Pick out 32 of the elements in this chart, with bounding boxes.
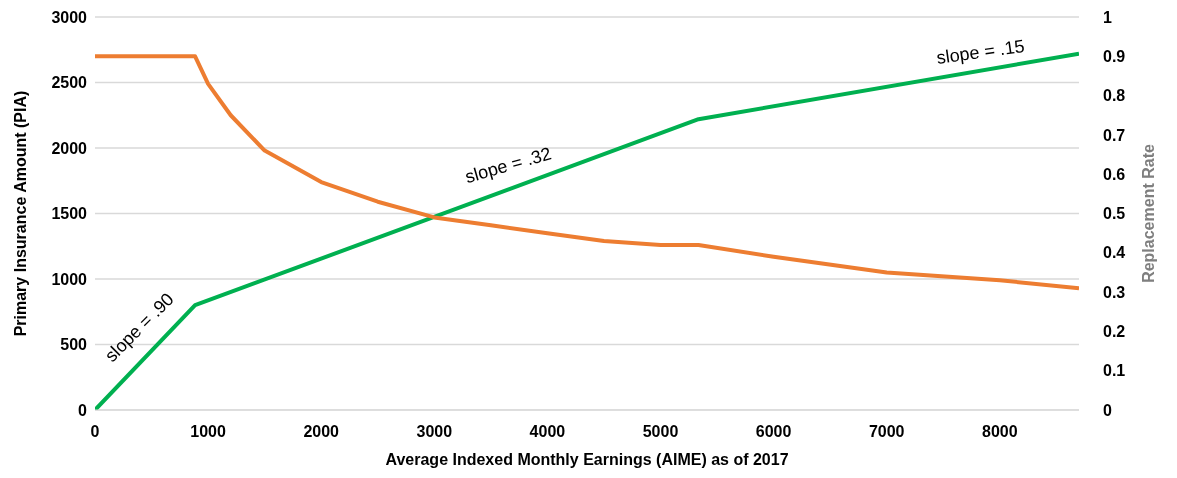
y2-axis-title: Replacement Rate [1139,144,1157,283]
y-tick-label: 500 [60,336,88,354]
y-tick-label: 0 [78,401,88,419]
y2-tick-label: 1 [1103,8,1112,26]
x-tick-label: 6000 [755,423,792,441]
y-tick-label: 1000 [51,270,88,288]
x-tick-label: 3000 [416,423,453,441]
y2-tick-label: 0.1 [1103,362,1126,380]
x-tick-label: 7000 [868,423,905,441]
y2-tick-label: 0.5 [1103,205,1126,223]
y2-tick-label: 0.2 [1103,323,1126,341]
x-tick-label: 1000 [190,423,226,441]
y-tick-label: 1500 [51,205,88,223]
y-tick-label: 2000 [51,139,88,157]
annotation: slope = .32 [462,143,554,187]
y2-tick-label: 0 [1103,401,1112,419]
annotation: slope = .15 [935,35,1026,69]
x-tick-label: 5000 [642,423,679,441]
x-tick-label: 4000 [529,423,566,441]
y-tick-label: 3000 [51,8,88,26]
y2-tick-label: 0.9 [1103,47,1126,65]
x-tick-label: 0 [90,423,100,441]
y-axis-title: Primary Insurance Amount (PIA) [11,90,29,337]
x-tick-label: 8000 [982,423,1018,441]
y2-tick-label: 0.8 [1103,87,1126,105]
x-tick-label: 2000 [303,423,340,441]
y2-tick-label: 0.4 [1103,244,1126,262]
x-axis-title: Average Indexed Monthly Earnings (AIME) as of 2017 [385,451,789,468]
y2-tick-label: 0.6 [1103,165,1126,183]
y-tick-label: 2500 [51,74,88,92]
y2-tick-label: 0.3 [1103,283,1126,301]
y2-tick-label: 0.7 [1103,126,1126,144]
